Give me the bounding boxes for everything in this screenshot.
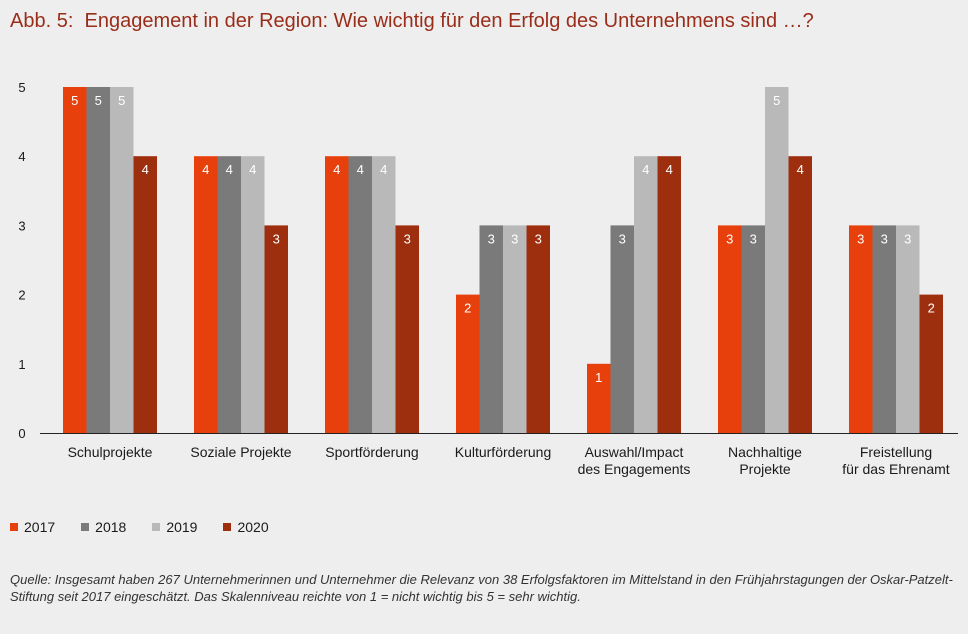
category-label-line: Auswahl/Impact (585, 444, 684, 460)
bar-value-label: 3 (904, 231, 911, 246)
legend-item-2017: 2017 (10, 519, 55, 535)
bar-value-label: 4 (142, 162, 149, 177)
y-tick-label: 4 (18, 149, 25, 164)
bar-value-label: 5 (773, 93, 780, 108)
legend-item-2018: 2018 (81, 519, 126, 535)
y-tick-label: 3 (18, 218, 25, 233)
bar-value-label: 3 (273, 231, 280, 246)
y-tick-label: 1 (18, 357, 25, 372)
bar-2019 (765, 87, 789, 433)
category-label-line: Projekte (739, 461, 791, 477)
category-label-line: Soziale Projekte (190, 444, 291, 460)
category-label-line: Sportförderung (325, 444, 418, 460)
bar-value-label: 4 (797, 162, 804, 177)
bar-2017 (194, 156, 218, 433)
bar-value-label: 4 (226, 162, 233, 177)
bar-2020 (919, 294, 943, 433)
bar-value-label: 3 (881, 231, 888, 246)
y-tick-label: 2 (18, 288, 25, 303)
bar-2017 (325, 156, 349, 433)
bar-2020 (657, 156, 681, 433)
bar-value-label: 5 (95, 93, 102, 108)
bar-2020 (526, 225, 550, 433)
legend-label-2019: 2019 (166, 519, 198, 535)
bar-2020 (133, 156, 157, 433)
bar-value-label: 4 (666, 162, 673, 177)
source-note: Quelle: Insgesamt haben 267 Unternehmeri… (10, 572, 953, 604)
bar-2019 (634, 156, 658, 433)
legend-swatch-2017 (10, 523, 18, 531)
bar-value-label: 3 (619, 231, 626, 246)
bar-2018 (348, 156, 372, 433)
legend-swatch-2019 (152, 523, 161, 531)
bar-2018 (86, 87, 110, 433)
bar-2020 (788, 156, 812, 433)
legend-label-2020: 2020 (237, 519, 269, 535)
bar-value-label: 3 (857, 231, 864, 246)
figure-number: Abb. 5: (10, 10, 74, 32)
bar-2018 (872, 225, 896, 433)
bar-2019 (896, 225, 920, 433)
category-label: Soziale Projekte (190, 444, 291, 460)
category-label: Auswahl/Impact des Engagements (578, 444, 691, 477)
category-label-line: des Engagements (578, 461, 691, 477)
category-label: Nachhaltige Projekte (728, 444, 802, 477)
category-label: Kulturförderung (455, 444, 552, 460)
bar-2017 (587, 363, 611, 433)
category-label: Sportförderung (325, 444, 418, 460)
category-label-line: Kulturförderung (455, 444, 552, 460)
bar-value-label: 5 (71, 93, 78, 108)
bar-value-label: 4 (333, 162, 340, 177)
bar-2019 (372, 156, 396, 433)
y-tick-label: 5 (18, 80, 25, 95)
bar-value-label: 3 (404, 231, 411, 246)
bar-value-label: 3 (488, 231, 495, 246)
category-label-line: Nachhaltige (728, 444, 802, 460)
bar-value-label: 5 (118, 93, 125, 108)
legend-swatch-2020 (223, 523, 232, 531)
bar-2020 (395, 225, 419, 433)
bar-value-label: 4 (380, 162, 387, 177)
title-text: Engagement in der Region: Wie wichtig fü… (84, 10, 814, 32)
bar-value-label: 4 (357, 162, 364, 177)
bar-2017 (63, 87, 87, 433)
legend-swatch-2018 (81, 523, 90, 531)
bar-2020 (264, 225, 288, 433)
bar-value-label: 2 (464, 301, 471, 316)
bar-2017 (456, 294, 480, 433)
bar-2017 (849, 225, 873, 433)
legend-label-2017: 2017 (24, 519, 56, 535)
y-tick-label: 0 (18, 426, 25, 441)
bar-value-label: 1 (595, 370, 602, 385)
bar-value-label: 3 (535, 231, 542, 246)
legend-item-2020: 2020 (223, 519, 269, 535)
bar-2017 (718, 225, 742, 433)
legend-item-2019: 2019 (152, 519, 197, 535)
legend-label-2018: 2018 (95, 519, 127, 535)
bar-2019 (110, 87, 134, 433)
bar-value-label: 3 (511, 231, 518, 246)
bar-value-label: 4 (642, 162, 649, 177)
chart-title: Abb. 5: Engagement in der Region: Wie wi… (10, 10, 814, 33)
bar-chart: 0 1 2 3 4 5 5 5 5 4 Schulprojekte 4 4 4 3 Soziale Proje… (18, 80, 958, 477)
bar-value-label: 3 (750, 231, 757, 246)
category-label: Freistellung für das Ehrenamt (842, 444, 949, 477)
bar-2018 (479, 225, 503, 433)
category-label: Schulprojekte (68, 444, 153, 460)
bar-2019 (503, 225, 527, 433)
bar-2018 (741, 225, 765, 433)
bar-2019 (241, 156, 265, 433)
bar-value-label: 4 (249, 162, 256, 177)
category-label-line: für das Ehrenamt (842, 461, 949, 477)
bar-2018 (610, 225, 634, 433)
bar-value-label: 3 (726, 231, 733, 246)
bar-value-label: 2 (928, 301, 935, 316)
legend: 2017 2018 2019 2020 (10, 519, 269, 535)
bar-value-label: 4 (202, 162, 209, 177)
bar-2018 (217, 156, 241, 433)
category-label-line: Freistellung (860, 444, 932, 460)
category-label-line: Schulprojekte (68, 444, 153, 460)
